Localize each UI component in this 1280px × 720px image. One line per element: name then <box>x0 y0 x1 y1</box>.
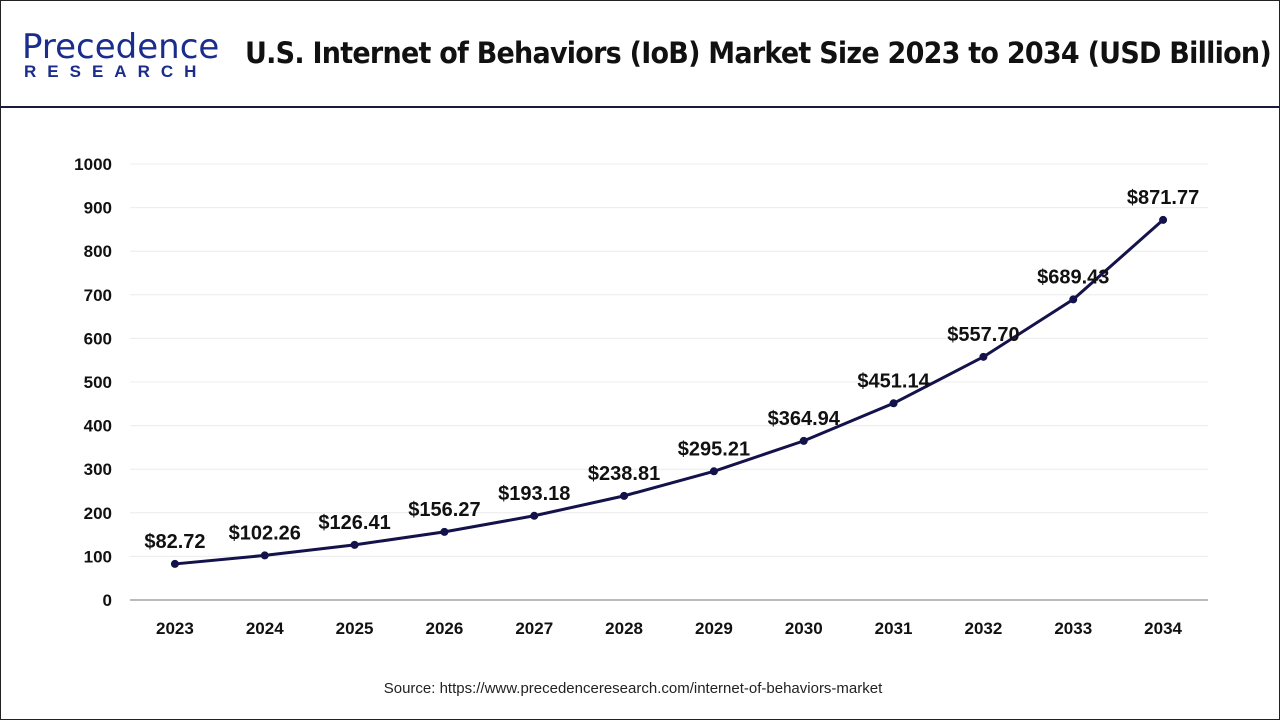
x-tick-label: 2032 <box>965 619 1003 638</box>
logo-text: Precedence <box>22 27 220 67</box>
data-point <box>709 467 718 476</box>
data-point <box>1159 215 1168 224</box>
x-tick-label: 2023 <box>156 619 194 638</box>
logo-subtext: RESEARCH <box>24 62 208 81</box>
data-label: $193.18 <box>498 483 570 505</box>
x-tick-label: 2025 <box>336 619 374 638</box>
data-point <box>530 511 539 520</box>
data-label: $364.94 <box>768 408 841 430</box>
data-point <box>620 491 629 500</box>
x-tick-label: 2029 <box>695 619 733 638</box>
y-tick-label: 100 <box>84 547 112 566</box>
y-tick-label: 500 <box>84 373 112 392</box>
data-point <box>799 436 808 445</box>
y-tick-label: 300 <box>84 460 112 479</box>
data-label: $238.81 <box>588 463 660 485</box>
data-point <box>170 559 179 568</box>
data-label: $451.14 <box>857 370 930 392</box>
data-label: $689.43 <box>1037 266 1109 288</box>
y-tick-label: 700 <box>84 286 112 305</box>
y-tick-label: 600 <box>84 329 112 348</box>
data-label: $156.27 <box>408 499 480 521</box>
data-point <box>440 527 449 536</box>
data-label: $82.72 <box>144 531 205 553</box>
source-note: Source: https://www.precedenceresearch.c… <box>383 680 883 697</box>
series-line <box>174 218 1165 566</box>
precedence-research-logo: Precedence RESEARCH <box>22 28 219 83</box>
x-tick-label: 2034 <box>1144 619 1182 638</box>
header: Precedence RESEARCH U.S. Internet of Beh… <box>0 0 1280 108</box>
data-point <box>889 399 898 408</box>
y-tick-label: 1000 <box>74 155 112 174</box>
data-label: $126.41 <box>318 512 390 534</box>
y-tick-label: 400 <box>84 417 112 436</box>
data-label: $102.26 <box>229 522 301 544</box>
data-label: $295.21 <box>678 438 750 460</box>
x-tick-label: 2030 <box>785 619 823 638</box>
y-tick-label: 0 <box>103 591 112 610</box>
data-point <box>350 540 359 549</box>
data-point <box>1069 295 1078 304</box>
data-point <box>260 551 269 560</box>
y-tick-label: 800 <box>84 242 112 261</box>
data-label: $871.77 <box>1127 187 1199 209</box>
x-tick-label: 2026 <box>426 619 464 638</box>
chart-title: U.S. Internet of Behaviors (IoB) Market … <box>245 36 1272 70</box>
y-tick-label: 900 <box>84 199 112 218</box>
x-tick-label: 2028 <box>605 619 643 638</box>
x-tick-label: 2033 <box>1054 619 1092 638</box>
data-point <box>979 352 988 361</box>
data-label: $557.70 <box>947 324 1019 346</box>
y-tick-label: 200 <box>84 504 112 523</box>
x-tick-label: 2031 <box>875 619 913 638</box>
x-tick-label: 2027 <box>515 619 553 638</box>
x-tick-label: 2024 <box>246 619 284 638</box>
